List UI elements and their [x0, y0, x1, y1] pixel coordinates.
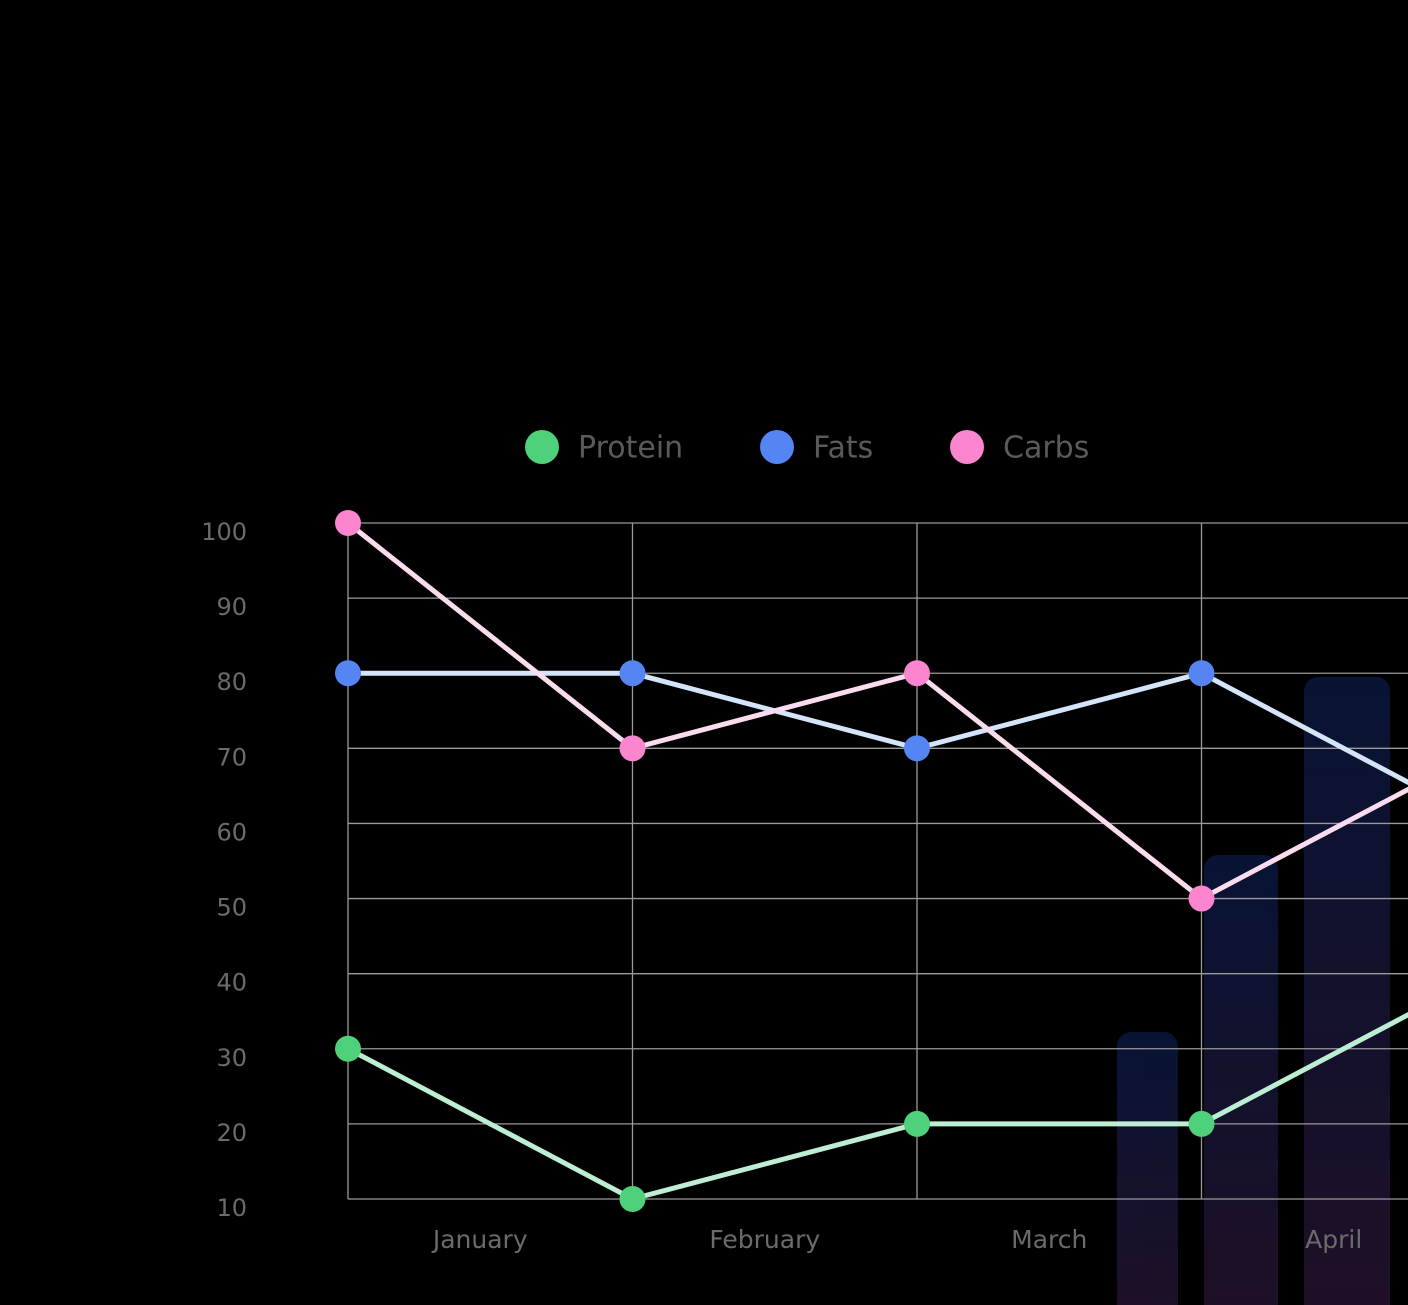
- data-point: [904, 735, 930, 762]
- data-point: [335, 1035, 361, 1062]
- x-tick-label: March: [1011, 1225, 1087, 1254]
- y-tick-label: 90: [216, 593, 247, 621]
- y-tick-label: 80: [216, 668, 247, 696]
- data-point: [1188, 885, 1215, 912]
- y-tick-label: 20: [216, 1119, 247, 1147]
- series-line: [346, 521, 1408, 902]
- data-point: [335, 510, 361, 536]
- data-point: [619, 735, 646, 762]
- legend-swatch: [760, 430, 794, 464]
- data-point: [1188, 1110, 1215, 1137]
- x-tick-label: April: [1305, 1225, 1362, 1254]
- data-point: [619, 660, 646, 687]
- legend-swatch: [950, 430, 984, 464]
- y-tick-label: 100: [201, 518, 247, 546]
- data-point: [1188, 660, 1215, 687]
- y-tick-label: 70: [216, 743, 247, 771]
- decor-bar: [1304, 677, 1390, 1305]
- legend-label: Carbs: [1003, 431, 1089, 466]
- data-point: [904, 660, 930, 687]
- grid: [347, 522, 1408, 1200]
- x-tick-label: January: [431, 1225, 528, 1254]
- legend-label: Protein: [578, 431, 683, 466]
- data-point: [904, 1110, 930, 1137]
- y-tick-label: 40: [216, 969, 247, 997]
- y-tick-label: 60: [216, 818, 247, 846]
- data-point: [335, 660, 361, 687]
- y-tick-label: 50: [216, 894, 247, 922]
- background-decoration: [1117, 677, 1390, 1305]
- x-tick-label: February: [709, 1225, 820, 1254]
- legend-swatch: [525, 430, 559, 464]
- data-point: [619, 1186, 646, 1212]
- y-tick-label: 30: [216, 1044, 247, 1072]
- legend-label: Fats: [813, 431, 873, 466]
- decor-bar: [1204, 855, 1278, 1305]
- decor-bar: [1117, 1032, 1178, 1305]
- y-tick-label: 10: [216, 1194, 247, 1222]
